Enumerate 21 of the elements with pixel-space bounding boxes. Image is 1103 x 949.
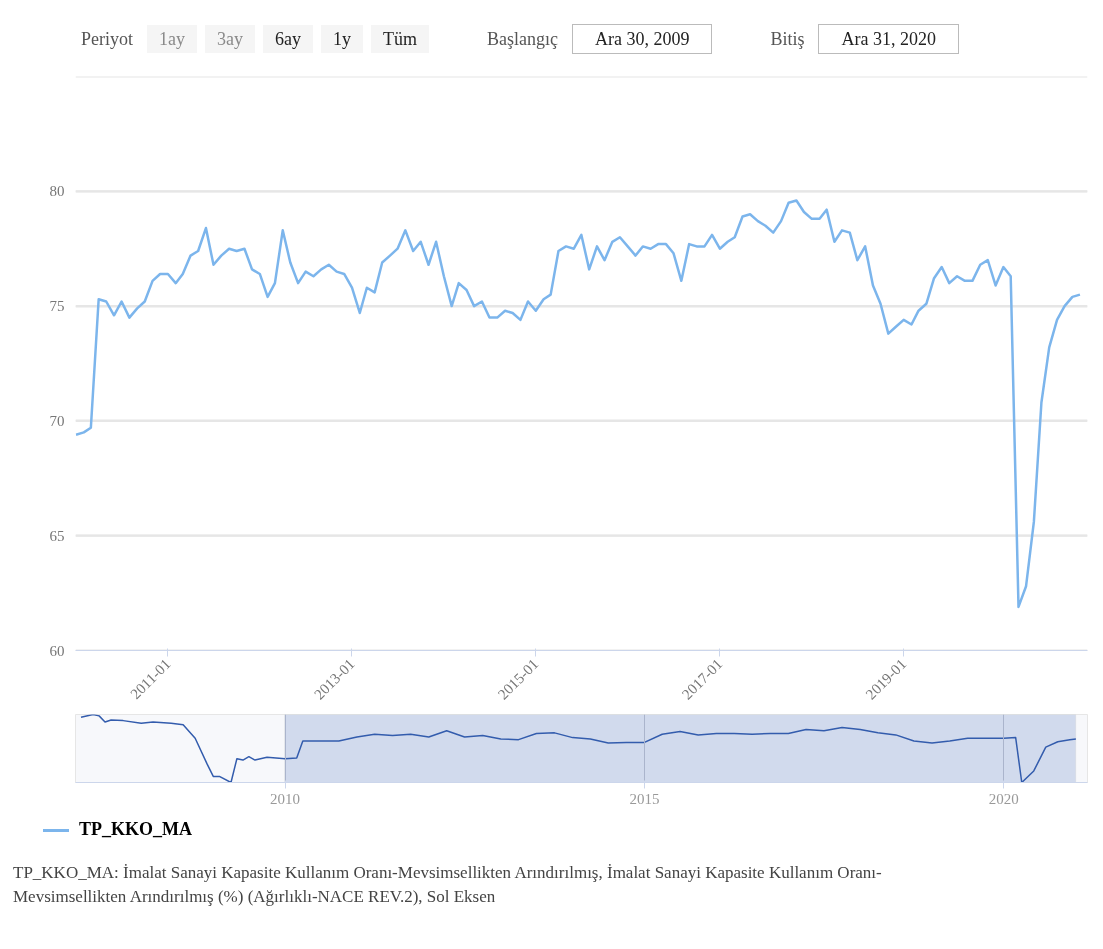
text: 3ay [205,25,255,53]
text: Bitiş [770,29,805,49]
y-tick-label: 70 [49,412,65,429]
text: Ara 30, 2009 [571,24,713,54]
text: Tüm [371,25,429,53]
y-tick-label: 65 [49,527,65,544]
text: TP_KKO_MA: İmalat Sanayi Kapasite Kullanım Oranı-Mevsimsellikten Arındırılmış, İmalat Sanayi Kapasite Kullanım Oranı-Mevsimsellikten Arındırılmış (%) (Ağırlıklı-NACE REV.2), Sol Eksen [12,862,883,908]
y-tick-label: 75 [49,298,65,315]
x-tick-label: 2010 [270,790,301,807]
legend-label: TP_KKO_MA [79,819,192,839]
text: 1y [321,25,363,53]
text: Başlangıç [487,29,558,49]
text: 1ay [147,25,197,53]
x-tick-label: 2015 [629,790,660,807]
y-tick-label: 80 [49,183,65,200]
text: 6ay [263,25,313,53]
x-tick-label: 2020 [988,790,1019,807]
text: Periyot [81,29,133,49]
text: Ara 31, 2020 [818,24,959,54]
y-tick-label: 60 [49,642,65,659]
line-series [75,199,1082,609]
